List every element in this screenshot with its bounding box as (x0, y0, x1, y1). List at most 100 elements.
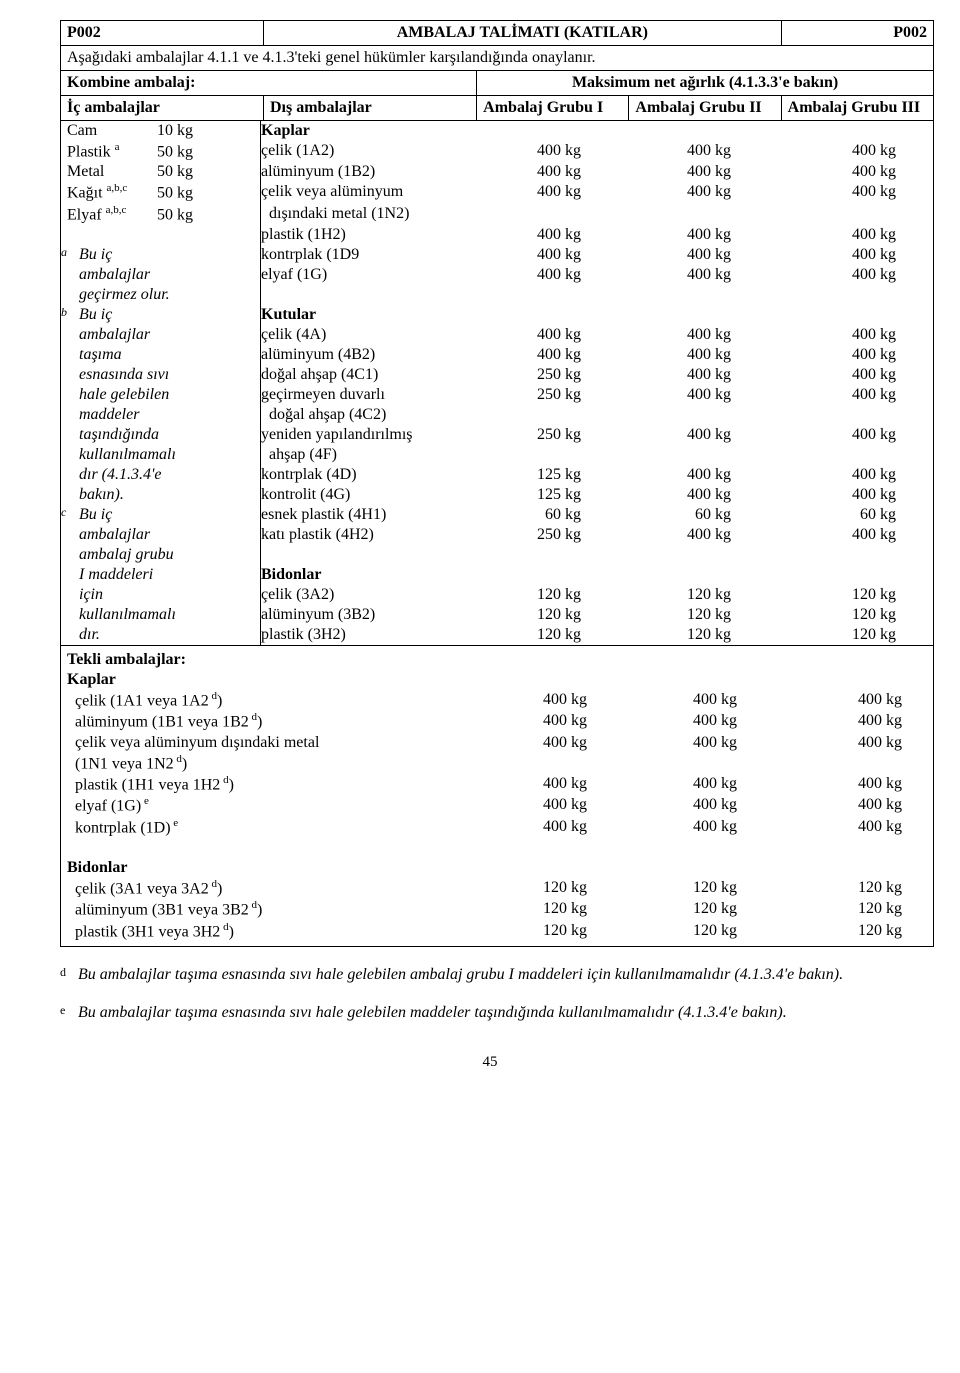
g1-cell (471, 405, 621, 425)
g3-cell: 400 kg (771, 162, 921, 182)
g1-cell: 250 kg (471, 525, 621, 545)
g3-cell: 400 kg (771, 525, 921, 545)
g1-cell (471, 445, 621, 465)
g2-cell: 120 kg (621, 625, 771, 645)
g3-cell: 400 kg (771, 365, 921, 385)
g3-cell: 400 kg (771, 225, 921, 245)
dis-cell: çelik (3A2) (261, 585, 471, 605)
tk-g3 (777, 838, 927, 858)
tk-g2: 400 kg (627, 774, 777, 795)
tekli-kaplar-row: kontrplak (1D) e (67, 817, 477, 838)
dis-cell: kontrplak (1D9 (261, 245, 471, 265)
g2-cell: 400 kg (621, 425, 771, 445)
footnote-d: d Bu ambalajlar taşıma esnasında sıvı ha… (60, 965, 920, 985)
ic-cell (61, 225, 261, 245)
tk-g3: 400 kg (777, 711, 927, 732)
footnote-d-text: Bu ambalajlar taşıma esnasında sıvı hale… (78, 965, 920, 985)
g3-cell: 400 kg (771, 425, 921, 445)
g1-cell: 400 kg (471, 182, 621, 203)
g1-cell: 400 kg (471, 325, 621, 345)
ic-cell: bBu iç (61, 305, 261, 325)
g1-cell (471, 204, 621, 225)
g2-cell: 400 kg (621, 225, 771, 245)
g2-cell (621, 305, 771, 325)
ic-cell: için (61, 585, 261, 605)
ic-cell: hale gelebilen (61, 385, 261, 405)
main-data-row: Cam10 kgKaplarPlastik a50 kgçelik (1A2)4… (61, 121, 934, 646)
dis-cell: elyaf (1G) (261, 265, 471, 285)
col-g2: Ambalaj Grubu II (629, 96, 781, 121)
g3-cell (771, 405, 921, 425)
g2-cell: 120 kg (621, 585, 771, 605)
dis-cell: kontrplak (4D) (261, 465, 471, 485)
g2-cell (621, 565, 771, 585)
col-g1: Ambalaj Grubu I (477, 96, 629, 121)
tk-g2 (627, 858, 777, 878)
code-right: P002 (781, 21, 933, 46)
tk-g3: 120 kg (777, 921, 927, 942)
g1-cell: 400 kg (471, 245, 621, 265)
tk-g2: 120 kg (627, 899, 777, 920)
tk-g2: 400 kg (627, 690, 777, 711)
dis-cell: dışındaki metal (1N2) (261, 204, 471, 225)
tk-g3 (777, 858, 927, 878)
dis-cell: esnek plastik (4H1) (261, 505, 471, 525)
tk-g2: 400 kg (627, 711, 777, 732)
g3-cell: 400 kg (771, 265, 921, 285)
col-ic: İç ambalajlar (61, 96, 264, 121)
ic-cell: ambalaj grubu (61, 545, 261, 565)
g2-cell: 400 kg (621, 485, 771, 505)
g3-cell: 400 kg (771, 385, 921, 405)
dis-cell: geçirmeyen duvarlı (261, 385, 471, 405)
tk-g1: 400 kg (477, 795, 627, 816)
ic-cell: kullanılmamalı (61, 605, 261, 625)
kombine-label: Kombine ambalaj: (61, 71, 477, 96)
tk-g3: 400 kg (777, 795, 927, 816)
g2-cell: 400 kg (621, 265, 771, 285)
g2-cell: 400 kg (621, 345, 771, 365)
code-left: P002 (61, 21, 264, 46)
g2-cell (621, 445, 771, 465)
tekli-bidonlar-row: plastik (3H1 veya 3H2 d) (67, 921, 477, 942)
tk-g3 (777, 753, 927, 774)
g3-cell: 60 kg (771, 505, 921, 525)
tekli-heading: Tekli ambalajlar: (67, 650, 477, 670)
tk-g3: 400 kg (777, 733, 927, 753)
tk-g3: 400 kg (777, 690, 927, 711)
g2-cell: 400 kg (621, 525, 771, 545)
g3-cell: 400 kg (771, 245, 921, 265)
g1-cell: 400 kg (471, 141, 621, 162)
g1-cell: 400 kg (471, 225, 621, 245)
tk-g2 (627, 838, 777, 858)
ic-cell: ambalajlar (61, 325, 261, 345)
tk-g2 (627, 650, 777, 670)
g3-cell: 120 kg (771, 585, 921, 605)
g1-cell: 400 kg (471, 162, 621, 182)
dis-cell (261, 545, 471, 565)
tekli-kaplar-row: (1N1 veya 1N2 d) (67, 753, 477, 774)
dis-cell: kontrolit (4G) (261, 485, 471, 505)
g2-cell: 120 kg (621, 605, 771, 625)
g1-cell: 400 kg (471, 265, 621, 285)
g2-cell (621, 204, 771, 225)
tk-g1: 400 kg (477, 733, 627, 753)
ic-cell: taşındığında (61, 425, 261, 445)
ic-cell: Plastik a50 kg (61, 141, 261, 162)
ic-cell: ambalajlar (61, 525, 261, 545)
g2-cell: 400 kg (621, 162, 771, 182)
dis-cell: yeniden yapılandırılmış (261, 425, 471, 445)
g1-cell (471, 545, 621, 565)
tk-g1: 400 kg (477, 711, 627, 732)
g3-cell: 400 kg (771, 345, 921, 365)
columns-row: İç ambalajlar Dış ambalajlar Ambalaj Gru… (61, 96, 934, 121)
dis-cell: çelik (1A2) (261, 141, 471, 162)
footnote-e: e Bu ambalajlar taşıma esnasında sıvı ha… (60, 1003, 920, 1023)
dis-cell: doğal ahşap (4C2) (261, 405, 471, 425)
g1-cell: 120 kg (471, 585, 621, 605)
g3-cell (771, 545, 921, 565)
g2-cell (621, 285, 771, 305)
g3-cell: 400 kg (771, 465, 921, 485)
tk-g2 (627, 753, 777, 774)
tk-g2: 400 kg (627, 795, 777, 816)
packaging-table: P002 AMBALAJ TALİMATI (KATILAR) P002 Aşa… (60, 20, 934, 947)
